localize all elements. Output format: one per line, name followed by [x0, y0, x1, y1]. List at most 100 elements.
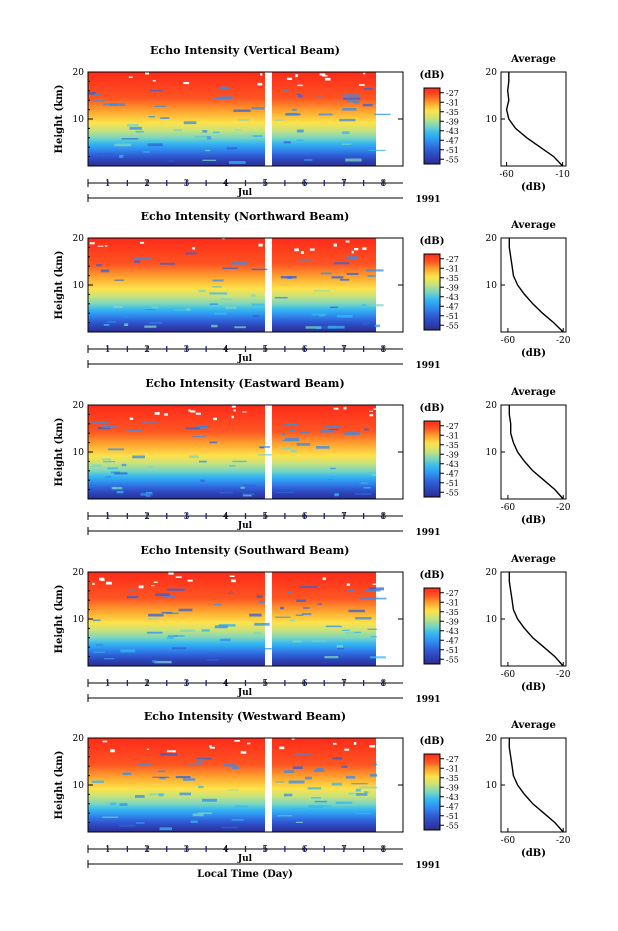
echo-streak: [325, 625, 342, 628]
echo-streak: [363, 88, 373, 90]
echo-streak: [121, 138, 139, 140]
colorbar-tick-label: -27: [446, 589, 459, 598]
echo-streak: [212, 286, 222, 288]
echo-streak: [196, 761, 203, 764]
echo-streak: [296, 93, 301, 95]
missing-data: [231, 579, 236, 583]
echo-streak: [151, 660, 157, 663]
echo-streak: [223, 764, 236, 767]
y-tick-label: 20: [73, 568, 85, 578]
avg-x-tick-label: -60: [499, 170, 514, 180]
missing-data: [102, 740, 108, 743]
echo-streak: [300, 260, 313, 262]
heatmap-texture: [92, 572, 387, 664]
echo-streak: [173, 635, 185, 637]
missing-data: [168, 572, 174, 575]
missing-data: [172, 750, 176, 753]
average-frame: [500, 571, 567, 667]
missing-data: [242, 411, 247, 413]
echo-streak: [318, 113, 333, 116]
echo-streak: [107, 467, 118, 470]
echo-streak: [157, 770, 166, 773]
missing-data: [322, 577, 326, 581]
echo-streak: [252, 135, 263, 138]
echo-streak: [294, 753, 313, 755]
echo-streak: [225, 306, 237, 309]
x-axis-title: Local Time (Day): [197, 869, 293, 880]
avg-x-tick-label: -10: [555, 170, 570, 180]
echo-streak: [234, 326, 246, 329]
echo-streak: [307, 787, 322, 790]
echo-streak: [331, 782, 342, 786]
echo-streak: [345, 775, 356, 779]
echo-streak: [160, 117, 170, 119]
colorbar-tick-label: -31: [446, 764, 459, 773]
echo-streak: [320, 272, 332, 275]
echo-streak: [368, 587, 384, 591]
average-title: Average: [510, 54, 556, 65]
echo-streak: [121, 463, 127, 467]
y-axis-label: Height (km): [54, 251, 65, 320]
echo-streak: [254, 622, 270, 626]
echo-streak: [195, 426, 208, 429]
colorbar-tick-label: -55: [446, 821, 459, 830]
echo-streak: [330, 467, 336, 470]
echo-streak: [112, 487, 123, 490]
echo-streak: [232, 460, 247, 463]
echo-streak: [367, 275, 376, 277]
echo-streak: [359, 482, 374, 485]
year-label: 1991: [415, 195, 440, 205]
echo-streak: [141, 421, 158, 423]
colorbar-tick-label: -43: [446, 793, 459, 802]
echo-streak: [148, 116, 155, 118]
colorbar-tick-label: -55: [446, 155, 459, 164]
echo-streak: [103, 324, 110, 326]
colorbar-tick-label: -35: [446, 274, 459, 283]
missing-data: [195, 412, 201, 415]
avg-x-tick-label: -60: [501, 336, 516, 346]
heatmap-texture: [89, 238, 384, 330]
missing-data: [373, 408, 379, 410]
echo-streak: [282, 439, 300, 442]
echo-streak: [253, 631, 261, 635]
echo-streak: [339, 118, 356, 122]
echo-streak: [137, 763, 152, 766]
echo-streak: [289, 619, 295, 622]
echo-streak: [145, 309, 156, 311]
echo-streak: [362, 321, 370, 325]
echo-streak: [238, 119, 250, 121]
echo-streak: [91, 780, 104, 783]
echo-streak: [243, 484, 256, 487]
echo-streak: [219, 86, 230, 90]
echo-streak: [178, 608, 193, 612]
echo-streak: [199, 460, 207, 463]
echo-streak: [161, 611, 173, 614]
missing-data: [145, 72, 149, 75]
missing-data: [231, 405, 236, 408]
missing-data: [104, 245, 108, 247]
echo-streak: [304, 776, 312, 780]
echo-streak: [202, 798, 217, 802]
echo-streak: [371, 474, 377, 476]
echo-streak: [320, 429, 334, 433]
echo-streak: [188, 455, 199, 458]
echo-streak: [202, 159, 217, 161]
echo-streak: [292, 640, 302, 643]
echo-streak: [173, 308, 187, 312]
avg-x-tick-label: -60: [501, 836, 516, 846]
echo-streak: [279, 606, 284, 610]
panel-title: Echo Intensity (Westward Beam): [144, 710, 346, 723]
avg-x-tick-label: -60: [501, 503, 516, 513]
avg-y-tick-label: 10: [486, 281, 498, 291]
colorbar-tick-label: -47: [446, 469, 459, 478]
echo-streak: [284, 437, 299, 441]
echo-streak: [242, 494, 252, 497]
echo-streak: [332, 757, 343, 760]
echo-streak: [276, 654, 283, 657]
echo-streak: [96, 264, 102, 267]
echo-streak: [129, 588, 135, 591]
echo-streak: [296, 821, 303, 823]
echo-streak: [234, 805, 248, 808]
echo-streak: [258, 446, 270, 448]
echo-streak: [220, 638, 231, 642]
